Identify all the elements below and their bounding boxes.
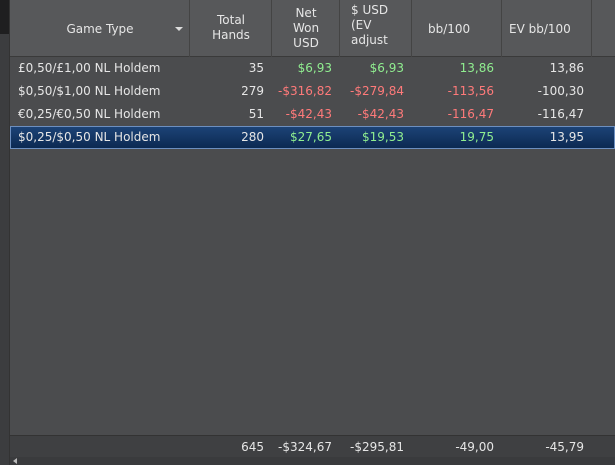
table-cell: $6,93: [297, 61, 332, 75]
table-cell: $19,53: [362, 130, 404, 144]
table-cell: $27,65: [290, 130, 332, 144]
side-tab[interactable]: [0, 0, 9, 34]
column-label: EV bb/100: [509, 22, 571, 36]
table-cell: -100,30: [537, 84, 584, 98]
table-cell: 279: [241, 84, 264, 98]
total-cell: -45,79: [545, 440, 584, 454]
table-cell: €0,25/€0,50 NL Holdem: [18, 107, 161, 121]
table-row[interactable]: £0,50/£1,00 NL Holdem 35 $6,93 $6,93 13,86 13…: [10, 57, 615, 80]
table-cell: -$279,84: [350, 84, 404, 98]
table-cell: -116,47: [447, 107, 494, 121]
column-label: $ USD (EV adjust: [351, 3, 389, 47]
total-cell: -$295,81: [350, 440, 404, 454]
table-cell: $0,50/$1,00 NL Holdem: [18, 84, 161, 98]
table-cell: $6,93: [369, 61, 404, 75]
table-row[interactable]: $0,25/$0,50 NL Holdem 280 $27,65 $19,53 19,7…: [10, 126, 615, 149]
header-row: Game Type Total Hands Net Won USD $ USD (EV…: [10, 0, 615, 57]
column-header[interactable]: bb/100: [412, 0, 502, 57]
column-label: Game Type: [66, 22, 134, 36]
table-cell: 280: [241, 130, 264, 144]
table-cell: 51: [248, 107, 264, 121]
column-header: [592, 0, 615, 57]
column-header[interactable]: Game Type: [10, 0, 190, 57]
column-header[interactable]: $ USD (EV adjust: [340, 0, 412, 57]
column-label: bb/100: [428, 22, 471, 36]
column-label: Net Won USD: [292, 6, 320, 50]
column-header[interactable]: Net Won USD: [272, 0, 340, 57]
table-cell: 13,86: [459, 61, 494, 75]
sort-arrow[interactable]: [174, 26, 184, 32]
table-cell: -116,47: [537, 107, 584, 121]
column-header[interactable]: EV bb/100: [502, 0, 592, 57]
table-cell: -$316,82: [278, 84, 332, 98]
total-cell: -$324,67: [278, 440, 332, 454]
table-row[interactable]: $0,50/$1,00 NL Holdem 279 -$316,82 -$279,84…: [10, 80, 615, 103]
table-cell: 35: [248, 61, 264, 75]
table-cell: 19,75: [459, 130, 494, 144]
column-header[interactable]: Total Hands: [190, 0, 272, 57]
table-row[interactable]: €0,25/€0,50 NL Holdem 51 -$42,43 -$42,43 -11…: [10, 103, 615, 126]
totals-row: 645 -$324,67 -$295,81 -49,00 -45,79: [10, 435, 615, 457]
column-label: Total Hands: [212, 13, 250, 42]
table-cell: -$42,43: [357, 107, 404, 121]
table-cell: £0,50/£1,00 NL Holdem: [18, 61, 161, 75]
table-cell: $0,25/$0,50 NL Holdem: [18, 130, 161, 144]
total-cell: -49,00: [455, 440, 494, 454]
table-cell: -113,56: [447, 84, 494, 98]
table-cell: 13,95: [549, 130, 584, 144]
table-cell: -$42,43: [285, 107, 332, 121]
side-strip: [0, 0, 10, 465]
total-cell: 645: [241, 440, 264, 454]
table-cell: 13,86: [549, 61, 584, 75]
scrollbar[interactable]: [10, 457, 615, 465]
